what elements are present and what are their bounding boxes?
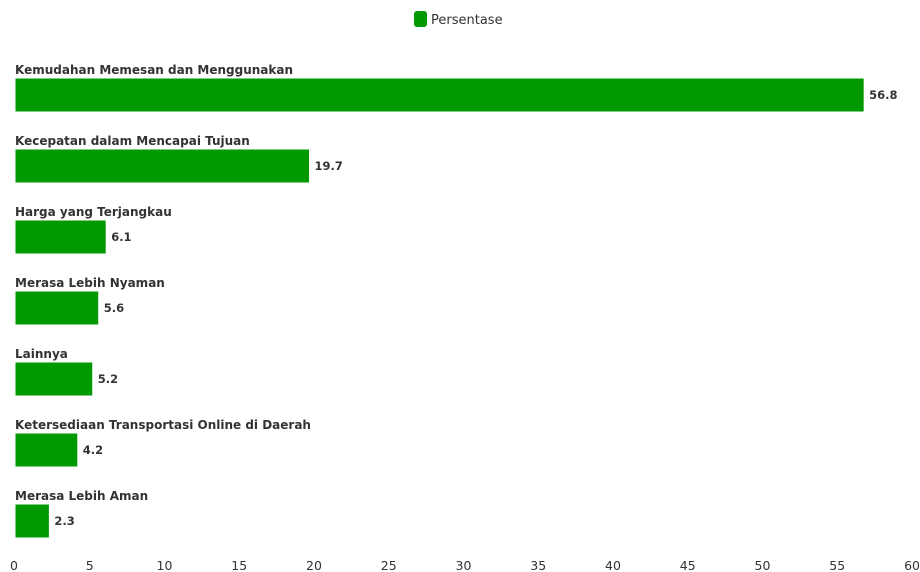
legend-label-persentase: Persentase: [431, 13, 503, 28]
bar-harga-yang-terjangkau[interactable]: [14, 219, 107, 255]
value-label-merasa-lebih-nyaman: 5.6: [104, 301, 124, 315]
x-tick-label-20: 20: [306, 558, 322, 572]
category-label-harga-yang-terjangkau: Harga yang Terjangkau: [15, 205, 172, 219]
legend-swatch: [414, 11, 427, 27]
x-tick-label-55: 55: [829, 558, 845, 572]
category-label-lainnya: Lainnya: [15, 347, 68, 361]
bar-lainnya[interactable]: [14, 361, 94, 397]
value-label-merasa-lebih-aman: 2.3: [54, 514, 74, 528]
bar-kemudahan-memesan-dan-menggunakan[interactable]: [14, 77, 865, 113]
value-label-ketersediaan-transportasi-online-di-daerah: 4.2: [83, 443, 103, 457]
bar-merasa-lebih-nyaman[interactable]: [14, 290, 100, 326]
x-tick-label-30: 30: [456, 558, 472, 572]
x-tick-label-60: 60: [904, 558, 920, 572]
category-label-kemudahan-memesan-dan-menggunakan: Kemudahan Memesan dan Menggunakan: [15, 63, 293, 77]
value-label-harga-yang-terjangkau: 6.1: [111, 230, 131, 244]
value-label-kecepatan-dalam-mencapai-tujuan: 19.7: [315, 159, 343, 173]
category-label-merasa-lebih-nyaman: Merasa Lebih Nyaman: [15, 276, 165, 290]
x-tick-label-50: 50: [755, 558, 771, 572]
category-label-ketersediaan-transportasi-online-di-daerah: Ketersediaan Transportasi Online di Daer…: [15, 418, 311, 432]
legend[interactable]: Persentase: [414, 11, 503, 28]
bar-ketersediaan-transportasi-online-di-daerah[interactable]: [14, 432, 79, 468]
x-tick-label-25: 25: [381, 558, 397, 572]
x-tick-label-35: 35: [530, 558, 546, 572]
category-label-kecepatan-dalam-mencapai-tujuan: Kecepatan dalam Mencapai Tujuan: [15, 134, 250, 148]
x-tick-label-15: 15: [231, 558, 247, 572]
x-tick-label-5: 5: [86, 558, 94, 572]
x-axis: 0 5 10 15 20 25 30 35 40 45 50 55 60: [10, 558, 920, 572]
value-label-kemudahan-memesan-dan-menggunakan: 56.8: [869, 88, 897, 102]
bar-kecepatan-dalam-mencapai-tujuan[interactable]: [14, 148, 311, 184]
x-tick-label-10: 10: [157, 558, 173, 572]
bar-merasa-lebih-aman[interactable]: [14, 503, 50, 539]
x-tick-label-45: 45: [680, 558, 696, 572]
x-tick-label-0: 0: [10, 558, 18, 572]
x-tick-label-40: 40: [605, 558, 621, 572]
value-label-lainnya: 5.2: [98, 372, 118, 386]
category-label-merasa-lebih-aman: Merasa Lebih Aman: [15, 489, 148, 503]
bars-group: Kemudahan Memesan dan Menggunakan 56.8 Kec…: [14, 63, 898, 539]
